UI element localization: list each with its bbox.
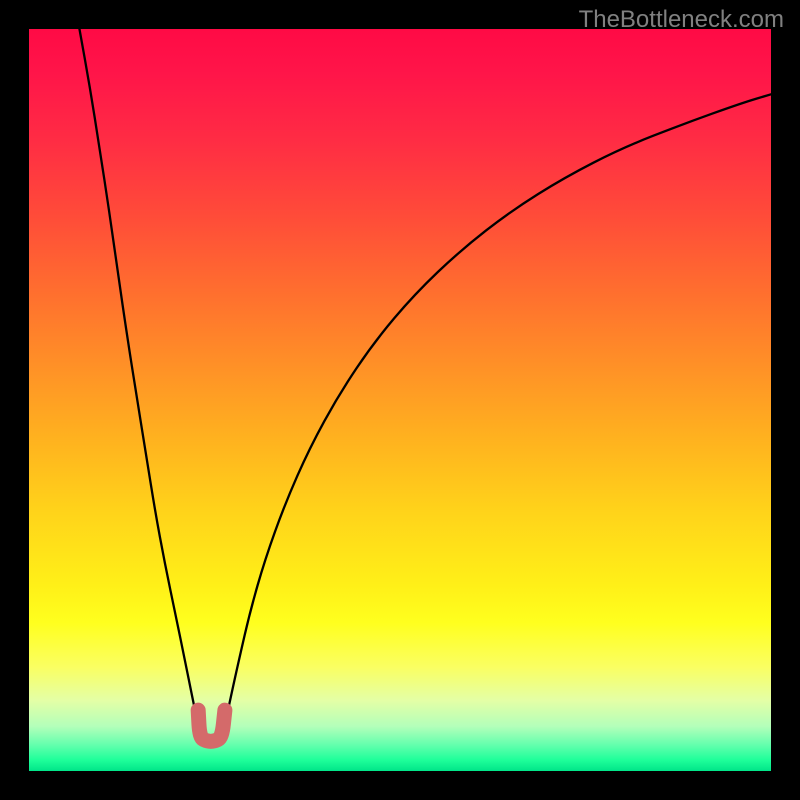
chart-svg (29, 29, 771, 771)
watermark-text: TheBottleneck.com (579, 6, 784, 34)
chart-background (29, 29, 771, 771)
chart-area (29, 29, 771, 771)
